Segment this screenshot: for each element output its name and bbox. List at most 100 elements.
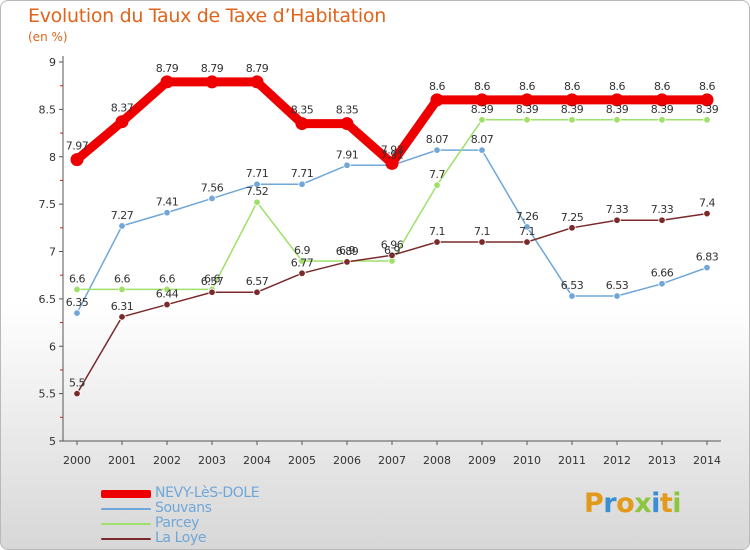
data-label: 7.91 <box>381 148 404 161</box>
logo-letter: i <box>672 488 682 519</box>
data-label: 6.57 <box>246 275 269 288</box>
data-label: 8.6 <box>429 80 445 93</box>
data-label: 6.53 <box>561 279 584 292</box>
data-point <box>163 300 171 309</box>
y-tick-label: 7 <box>49 246 56 259</box>
data-label: 6.6 <box>69 272 85 285</box>
data-label: 7.7 <box>429 168 445 181</box>
data-label: 8.35 <box>336 104 359 117</box>
data-point <box>433 146 441 154</box>
data-label: 6.6 <box>204 272 220 285</box>
data-point <box>205 75 219 89</box>
data-label: 6.96 <box>381 238 404 251</box>
y-tick-label: 6 <box>49 340 56 353</box>
x-tick-label: 2012 <box>603 454 631 467</box>
data-label: 5.5 <box>69 377 85 390</box>
data-point <box>118 313 126 321</box>
data-label: 6.83 <box>696 251 719 264</box>
x-tick-label: 2000 <box>63 454 91 467</box>
x-tick-label: 2001 <box>108 454 136 467</box>
data-point <box>430 93 444 107</box>
data-label: 8.07 <box>426 133 449 146</box>
data-point <box>115 115 129 129</box>
legend-item-la-loye: La Loye <box>101 530 321 546</box>
x-tick-label: 2009 <box>468 454 496 467</box>
legend-item-parcey: Parcey <box>101 515 321 531</box>
data-label: 7.1 <box>474 225 490 238</box>
data-label: 6.77 <box>291 256 314 269</box>
data-point <box>298 257 306 265</box>
data-label: 7.1 <box>429 225 445 238</box>
data-point <box>703 209 711 218</box>
data-label: 7.25 <box>561 211 584 224</box>
data-point <box>613 116 621 124</box>
data-label: 7.91 <box>336 148 359 161</box>
logo-letter: P <box>584 488 604 519</box>
data-label: 6.6 <box>114 272 130 285</box>
data-label: 6.53 <box>606 279 629 292</box>
data-point <box>523 223 531 231</box>
x-tick-label: 2011 <box>558 454 586 467</box>
data-label: 7.41 <box>156 196 179 209</box>
data-point <box>298 269 306 277</box>
data-point <box>163 285 171 294</box>
chart-subtitle: (en %) <box>28 30 68 44</box>
logo-letter: t <box>659 488 673 519</box>
legend-label-parcey: Parcey <box>155 515 200 531</box>
data-label: 7.71 <box>246 167 269 180</box>
data-point <box>163 208 171 217</box>
data-label: 8.79 <box>156 62 179 75</box>
data-point <box>568 292 576 300</box>
data-point <box>520 93 534 107</box>
legend-swatch-souvans <box>101 508 151 510</box>
data-point <box>298 180 306 188</box>
logo-letter: x <box>634 488 652 519</box>
y-tick-label: 8.5 <box>39 103 57 116</box>
data-label: 8.39 <box>516 103 539 116</box>
data-label: 6.35 <box>66 296 89 309</box>
data-label: 8.6 <box>519 80 535 93</box>
data-label: 6.31 <box>111 300 134 313</box>
data-point <box>568 224 576 232</box>
y-tick-label: 5 <box>49 435 56 448</box>
x-tick-label: 2004 <box>243 454 271 467</box>
legend-label-souvans: Souvans <box>155 500 212 516</box>
data-label: 8.79 <box>246 62 269 75</box>
data-point <box>160 75 174 89</box>
data-label: 6.66 <box>651 267 674 280</box>
data-label: 7.56 <box>201 181 224 194</box>
data-label: 8.79 <box>201 62 224 75</box>
data-label: 8.6 <box>474 80 490 93</box>
data-label: 8.39 <box>606 103 629 116</box>
data-label: 6.9 <box>294 244 310 257</box>
data-point <box>703 263 711 272</box>
data-point <box>253 198 261 206</box>
data-point <box>478 238 486 246</box>
data-label: 7.26 <box>516 210 539 223</box>
data-point <box>253 288 261 296</box>
data-point <box>658 116 666 124</box>
data-point <box>340 117 354 131</box>
data-point <box>433 238 441 246</box>
legend-swatch-la-loye <box>101 538 151 540</box>
chart-title: Evolution du Taux de Taxe d’Habitation <box>28 5 386 27</box>
data-point <box>250 75 264 89</box>
data-point <box>118 222 126 230</box>
data-label: 8.6 <box>699 80 715 93</box>
data-point <box>613 216 621 224</box>
data-point <box>523 116 531 124</box>
data-point <box>73 389 81 398</box>
data-label: 7.33 <box>606 203 629 216</box>
data-label: 7.52 <box>246 185 269 198</box>
x-tick-label: 2010 <box>513 454 541 467</box>
data-point <box>613 292 621 300</box>
data-point <box>70 153 84 167</box>
data-point <box>655 93 669 107</box>
data-label: 6.9 <box>384 244 400 257</box>
legend-label-la-loye: La Loye <box>155 530 207 546</box>
data-point <box>343 161 351 169</box>
data-label: 7.1 <box>519 225 535 238</box>
data-label: 8.6 <box>654 80 670 93</box>
data-label: 7.4 <box>699 197 715 210</box>
